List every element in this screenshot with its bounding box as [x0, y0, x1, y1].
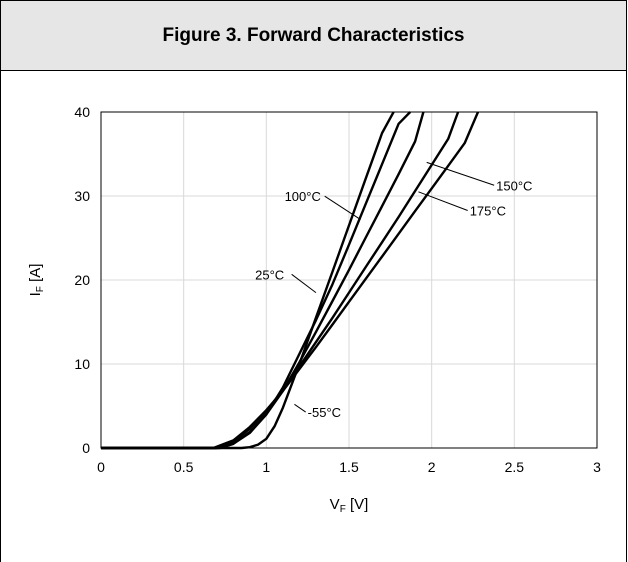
x-tick-label: 1: [262, 459, 270, 475]
series-label: 175°C: [470, 203, 506, 218]
series-label: 100°C: [285, 189, 321, 204]
y-tick-label: 30: [74, 188, 90, 204]
x-tick-label: 1.5: [339, 459, 359, 475]
x-tick-label: 0.5: [174, 459, 194, 475]
x-axis-label: VF [V]: [330, 496, 369, 515]
series-line: [101, 111, 480, 450]
plot-area: [100, 111, 598, 449]
annotation-pointer: [294, 403, 306, 413]
y-tick-label: 20: [74, 272, 90, 288]
y-axis-label: IF [A]: [27, 264, 46, 297]
grid: [101, 112, 597, 448]
series-line: [101, 111, 425, 450]
series-label: -55°C: [308, 405, 341, 420]
annotation-pointer: [418, 191, 468, 211]
annotation-pointer: [291, 273, 317, 293]
series-line: [101, 111, 395, 450]
title-bar: Figure 3. Forward Characteristics: [1, 1, 626, 71]
annotation-pointer: [426, 161, 495, 186]
figure-title: Figure 3. Forward Characteristics: [162, 24, 465, 46]
series-layer: [101, 111, 480, 450]
x-tick-label: 3: [593, 459, 601, 475]
series-line: [101, 111, 460, 450]
y-tick-label: 10: [74, 356, 90, 372]
x-tick-label: 0: [97, 459, 105, 475]
axis-labels: VF [V] IF [A]: [27, 264, 368, 515]
series-label: 25°C: [255, 267, 284, 282]
annotation-layer: -55°C 25°C 100°C 150°C 175°C: [255, 161, 532, 420]
series-label: 150°C: [496, 178, 532, 193]
x-tick-label: 2.5: [505, 459, 525, 475]
x-tick-label: 2: [428, 459, 436, 475]
y-tick-label: 40: [74, 104, 90, 120]
annotation-pointer: [324, 195, 361, 220]
y-tick-label: 0: [82, 440, 90, 456]
